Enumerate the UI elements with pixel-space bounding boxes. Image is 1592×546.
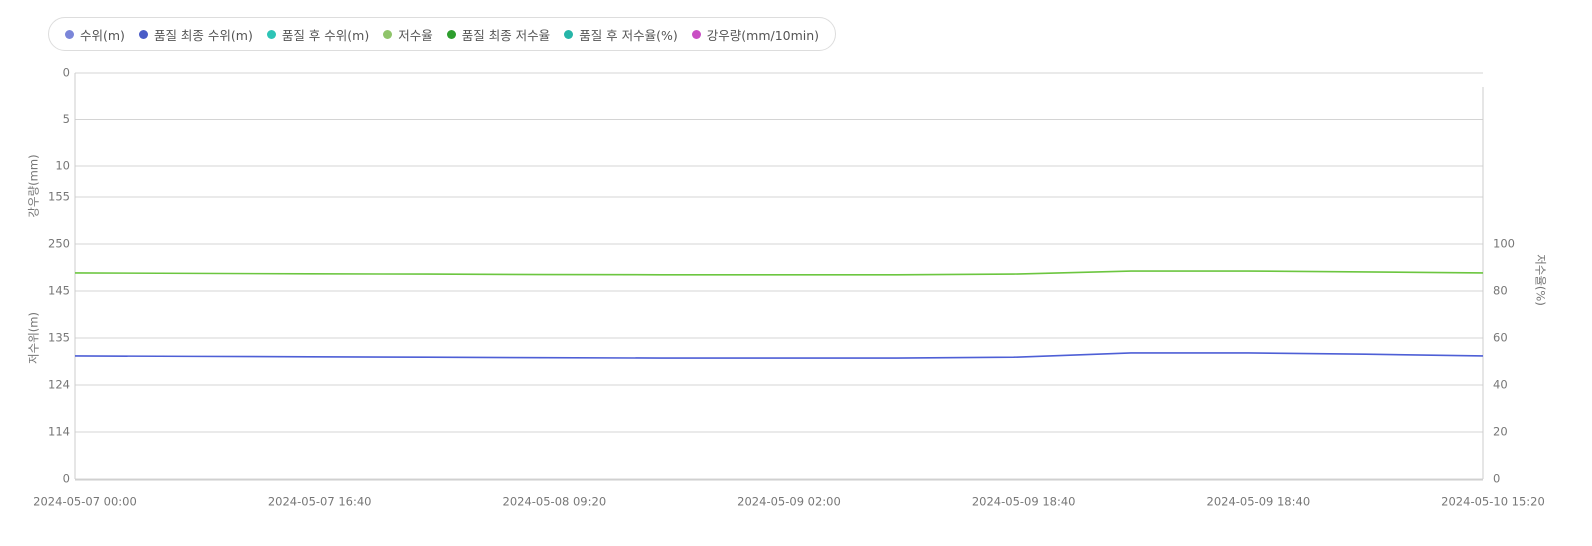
legend-label: 품질 최종 수위(m) bbox=[153, 27, 253, 43]
x-tick-label: 2024-05-10 15:20 bbox=[1441, 495, 1545, 509]
legend-item[interactable]: 품질 최종 수위(m) bbox=[138, 25, 253, 44]
legend-label: 품질 후 수위(m) bbox=[281, 27, 370, 43]
y-tick-label: 114 bbox=[48, 425, 70, 439]
legend-item[interactable]: 품질 후 수위(m) bbox=[266, 25, 370, 44]
rain-axis-label: 강우량(mm) bbox=[27, 154, 41, 217]
legend-dot bbox=[65, 29, 74, 39]
legend-dot bbox=[138, 29, 148, 39]
legend-label: 수위(m) bbox=[80, 27, 125, 43]
legend-item[interactable]: 품질 후 저수율(%) bbox=[564, 25, 678, 44]
y2-tick-label: 100 bbox=[1493, 237, 1515, 251]
legend: 수위(m) 품질 최종 수위(m) 품질 후 수위(m) 저수율 품질 최종 저수율 품질… bbox=[48, 17, 837, 51]
legend-dot bbox=[446, 29, 456, 39]
legend-dot bbox=[383, 29, 393, 39]
x-tick-label: 2024-05-07 00:00 bbox=[33, 495, 137, 509]
y-tick-label: 0 bbox=[63, 472, 70, 486]
legend-label: 강우량(mm/10min) bbox=[706, 27, 820, 43]
y-tick-label: 124 bbox=[48, 378, 70, 392]
legend-label: 저수율 bbox=[398, 27, 433, 43]
legend-item[interactable]: 강우량(mm/10min) bbox=[691, 25, 820, 44]
rain-tick-label: 0 bbox=[63, 66, 70, 80]
rain-tick-label: 5 bbox=[63, 112, 70, 126]
legend-label: 품질 후 저수율(%) bbox=[579, 27, 678, 43]
legend-dot bbox=[564, 29, 574, 39]
y2-tick-label: 60 bbox=[1493, 331, 1508, 345]
y-tick-label: 135 bbox=[48, 331, 70, 345]
legend-item[interactable]: 품질 최종 저수율 bbox=[446, 25, 551, 44]
legend-label: 품질 최종 저수율 bbox=[461, 27, 551, 43]
legend-item[interactable]: 저수율 bbox=[383, 25, 433, 44]
legend-item[interactable]: 수위(m) bbox=[65, 25, 125, 44]
y2-tick-label: 20 bbox=[1493, 425, 1508, 439]
x-tick-label: 2024-05-08 09:20 bbox=[503, 495, 607, 509]
y-tick-label: 145 bbox=[48, 284, 70, 298]
x-tick-label: 2024-05-09 02:00 bbox=[737, 495, 841, 509]
y-tick-label: 155 bbox=[48, 190, 70, 204]
y-tick-label: 250 bbox=[48, 237, 70, 251]
series-line bbox=[74, 352, 1484, 359]
y2-tick-label: 40 bbox=[1493, 378, 1508, 392]
y-axis-label: 저수위(m) bbox=[27, 312, 41, 364]
series-line bbox=[74, 270, 1484, 276]
x-tick-label: 2024-05-07 16:40 bbox=[268, 495, 372, 509]
y2-tick-label: 0 bbox=[1493, 472, 1500, 486]
rain-tick-label: 10 bbox=[55, 159, 70, 173]
y2-tick-label: 80 bbox=[1493, 284, 1508, 298]
legend-dot bbox=[691, 29, 701, 39]
x-tick-label: 2024-05-09 18:40 bbox=[972, 495, 1076, 509]
legend-dot bbox=[266, 29, 276, 39]
x-tick-label: 2024-05-09 18:40 bbox=[1207, 495, 1311, 509]
y2-axis-label: 저수율(%) bbox=[1534, 254, 1548, 306]
